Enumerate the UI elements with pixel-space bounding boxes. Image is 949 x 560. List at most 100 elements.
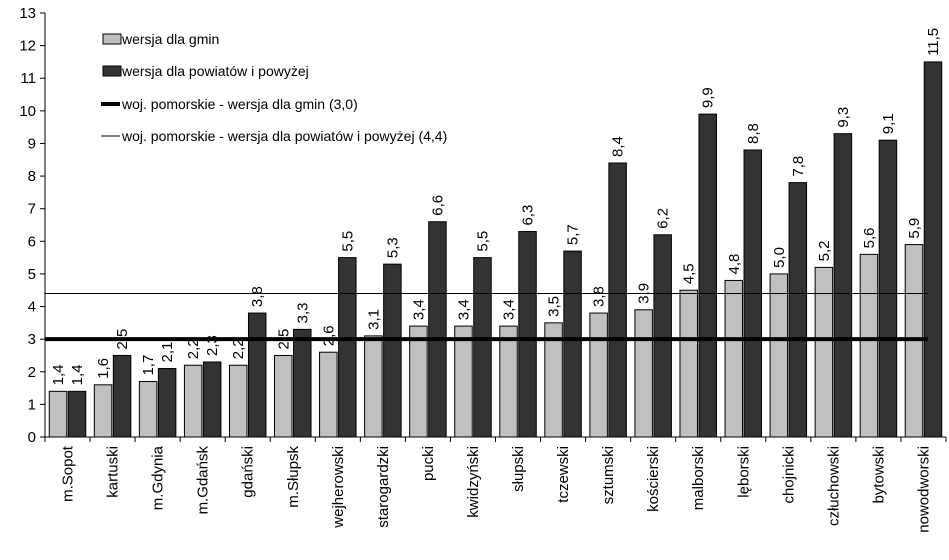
data-label-powiaty: 1,4 — [69, 364, 86, 385]
data-label-powiaty: 9,3 — [835, 107, 852, 128]
bar-gminy — [409, 325, 428, 438]
bar-powiaty — [608, 162, 627, 438]
data-label-gminy: 5,9 — [906, 218, 923, 239]
data-label-gminy: 2,2 — [230, 338, 247, 359]
bar-powiaty — [293, 328, 312, 438]
bar-gminy — [364, 335, 383, 438]
category-label: kartuski — [105, 446, 122, 498]
category-label: słupski — [510, 446, 527, 492]
data-label-gminy: 3,8 — [591, 286, 608, 307]
bar-powiaty — [923, 61, 943, 438]
data-label-powiaty: 7,8 — [790, 156, 807, 177]
y-tick-label: 6 — [28, 233, 36, 250]
category-label: nowodworski — [915, 446, 932, 533]
y-tick-label: 2 — [28, 364, 36, 381]
bar-gminy — [93, 384, 113, 438]
y-tick-label: 8 — [28, 168, 36, 185]
category-label: starogardzki — [375, 446, 392, 528]
data-label-gminy: 2,2 — [185, 338, 202, 359]
data-label-powiaty: 9,1 — [880, 113, 897, 134]
bar-powiaty — [833, 133, 853, 438]
data-label-gminy: 4,8 — [726, 254, 743, 275]
data-label-powiaty: 8,8 — [745, 123, 762, 144]
bar-powiaty — [518, 231, 537, 438]
data-label-gminy: 3,4 — [501, 299, 518, 320]
y-tick-label: 0 — [28, 429, 36, 446]
category-label: m.Gdynia — [150, 445, 167, 510]
y-tick-label: 13 — [19, 5, 36, 22]
data-label-powiaty: 5,7 — [565, 224, 582, 245]
bar-powiaty — [653, 234, 672, 438]
legend-swatch-powiaty — [102, 65, 122, 77]
data-label-gminy: 4,5 — [681, 263, 698, 284]
data-label-powiaty: 3,8 — [249, 286, 266, 307]
category-label: chojnicki — [780, 446, 797, 504]
bar-powiaty — [202, 361, 222, 438]
bar-gminy — [454, 325, 473, 438]
y-tick-label: 11 — [20, 70, 36, 87]
bar-gminy — [679, 289, 698, 438]
bar-gminy — [769, 273, 789, 438]
data-label-powiaty: 3,3 — [294, 303, 311, 324]
y-tick-label: 7 — [28, 201, 36, 218]
bar-powiaty — [563, 250, 582, 438]
bar-gminy — [859, 253, 879, 438]
bar-gminy — [634, 309, 653, 438]
data-label-powiaty: 6,3 — [520, 205, 537, 226]
data-label-gminy: 5,6 — [861, 227, 878, 248]
category-label: m.Sopot — [60, 445, 77, 502]
category-label: m.Gdańsk — [195, 446, 212, 515]
bar-gminy — [724, 279, 744, 438]
data-label-gminy: 1,6 — [95, 358, 112, 379]
data-label-powiaty: 6,2 — [655, 208, 672, 229]
legend-label-ref-gminy: woj. pomorskie - wersja dla gmin (3,0) — [121, 96, 358, 112]
data-label-powiaty: 5,3 — [384, 237, 401, 258]
data-label-gminy: 5,0 — [771, 247, 788, 268]
bar-gminy — [228, 364, 248, 438]
data-label-powiaty: 6,6 — [429, 195, 446, 216]
category-label: człuchowski — [825, 446, 842, 526]
category-label: pucki — [420, 446, 437, 481]
legend-label-powiaty: wersja dla powiatów i powyżej — [121, 63, 309, 79]
category-label: tczewski — [555, 446, 572, 503]
data-label-gminy: 3,1 — [365, 309, 382, 330]
legend-swatch-gminy — [102, 33, 122, 45]
data-label-powiaty: 9,9 — [700, 87, 717, 108]
y-tick-label: 5 — [28, 266, 36, 283]
data-label-powiaty: 5,5 — [339, 231, 356, 252]
data-label-gminy: 3,5 — [546, 296, 563, 317]
data-label-powiaty: 8,4 — [610, 136, 627, 157]
y-tick-label: 10 — [19, 103, 36, 120]
bar-gminy — [48, 390, 68, 438]
category-label: m.Słupsk — [285, 446, 302, 508]
data-label-gminy: 1,4 — [50, 364, 67, 385]
bar-powiaty — [112, 354, 132, 438]
legend: wersja dla gmin wersja dla powiatów i po… — [101, 31, 447, 144]
data-label-gminy: 5,2 — [816, 241, 833, 262]
bar-powiaty — [428, 221, 447, 438]
bar-powiaty — [247, 312, 267, 438]
legend-label-ref-powiaty: woj. pomorskie - wersja dla powiatów i p… — [121, 128, 447, 144]
data-label-gminy: 2,6 — [320, 325, 337, 346]
data-label-gminy: 3,4 — [410, 299, 427, 320]
bar-gminy — [589, 312, 608, 438]
bar-powiaty — [878, 139, 898, 438]
bar-gminy — [274, 354, 293, 438]
data-label-gminy: 3,4 — [455, 299, 472, 320]
bar-powiaty — [383, 263, 402, 438]
bar-powiaty — [67, 390, 87, 438]
bar-powiaty — [473, 257, 492, 438]
data-label-powiaty: 2,1 — [159, 342, 176, 363]
bar-powiaty — [698, 113, 717, 438]
category-label: malborski — [690, 446, 707, 510]
bar-gminy — [814, 266, 834, 438]
bar-gminy — [183, 364, 203, 438]
category-label: wejherowski — [330, 446, 347, 529]
bar-powiaty — [338, 257, 357, 438]
y-tick-label: 1 — [28, 396, 36, 413]
bar-gminy — [138, 381, 158, 438]
category-label: gdański — [240, 446, 257, 498]
legend-label-gminy: wersja dla gmin — [121, 31, 219, 47]
